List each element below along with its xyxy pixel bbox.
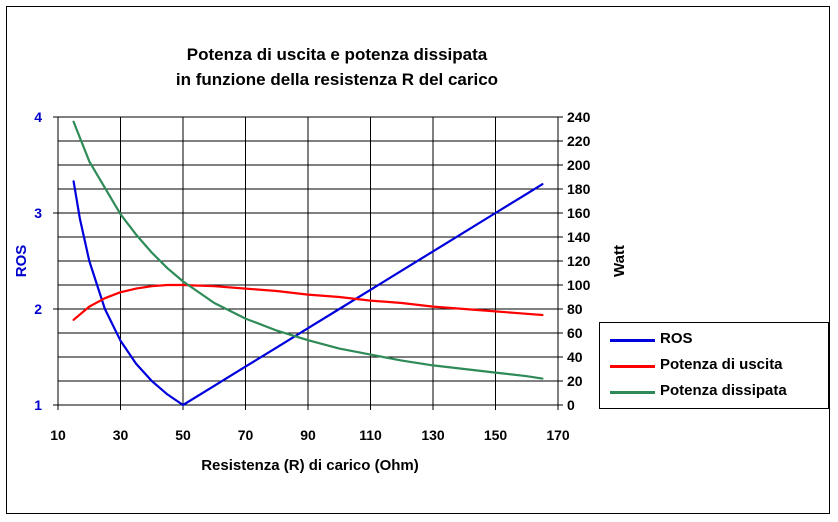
y-right-axis-label: Watt: [611, 245, 628, 277]
legend-label-ros: ROS: [660, 330, 693, 347]
legend: ROS Potenza di uscita Potenza dissipata: [599, 322, 829, 409]
x-tick-label: 170: [546, 427, 570, 443]
y-left-tick-label: 1: [34, 397, 42, 413]
x-tick-label: 150: [484, 427, 508, 443]
legend-swatch-ros: [610, 339, 655, 342]
y-right-tick-label: 0: [567, 397, 575, 413]
chart-title: Potenza di uscita e potenza dissipata: [186, 45, 488, 64]
y-right-tick-label: 100: [567, 277, 591, 293]
chart-subtitle: in funzione della resistenza R del caric…: [175, 70, 499, 89]
x-tick-label: 110: [359, 427, 382, 443]
y-right-tick-label: 80: [567, 301, 583, 317]
x-axis-label: Resistenza (R) di carico (Ohm): [201, 457, 419, 474]
x-tick-label: 130: [421, 427, 445, 443]
x-tick-label: 90: [300, 427, 316, 443]
y-right-tick-label: 120: [567, 253, 591, 269]
y-left-tick-label: 2: [34, 301, 42, 317]
legend-swatch-potenza-uscita: [610, 365, 655, 368]
y-right-tick-label: 160: [567, 205, 591, 221]
y-right-tick-label: 240: [567, 109, 591, 125]
legend-label-potenza-dissipata: Potenza dissipata: [660, 382, 787, 399]
legend-label-potenza-uscita: Potenza di uscita: [660, 356, 783, 373]
y-right-tick-label: 140: [567, 229, 591, 245]
y-right-tick-label: 220: [567, 133, 591, 149]
y-right-tick-label: 40: [567, 349, 583, 365]
series-line-2: [72, 120, 544, 380]
y-right-tick-label: 20: [567, 373, 583, 389]
series-line-1: [72, 283, 544, 321]
y-right-tick-label: 60: [567, 325, 583, 341]
series-line-0: [72, 180, 544, 407]
x-tick-label: 30: [113, 427, 129, 443]
legend-swatch-potenza-dissipata: [610, 391, 655, 394]
x-tick-label: 50: [175, 427, 191, 443]
x-tick-label: 10: [50, 427, 66, 443]
x-tick-label: 70: [238, 427, 254, 443]
y-left-axis-label: ROS: [13, 245, 30, 278]
y-left-tick-label: 3: [34, 205, 42, 221]
plot-border: [57, 116, 559, 406]
y-right-tick-label: 180: [567, 181, 591, 197]
y-right-tick-label: 200: [567, 157, 591, 173]
y-left-tick-label: 4: [34, 109, 42, 125]
